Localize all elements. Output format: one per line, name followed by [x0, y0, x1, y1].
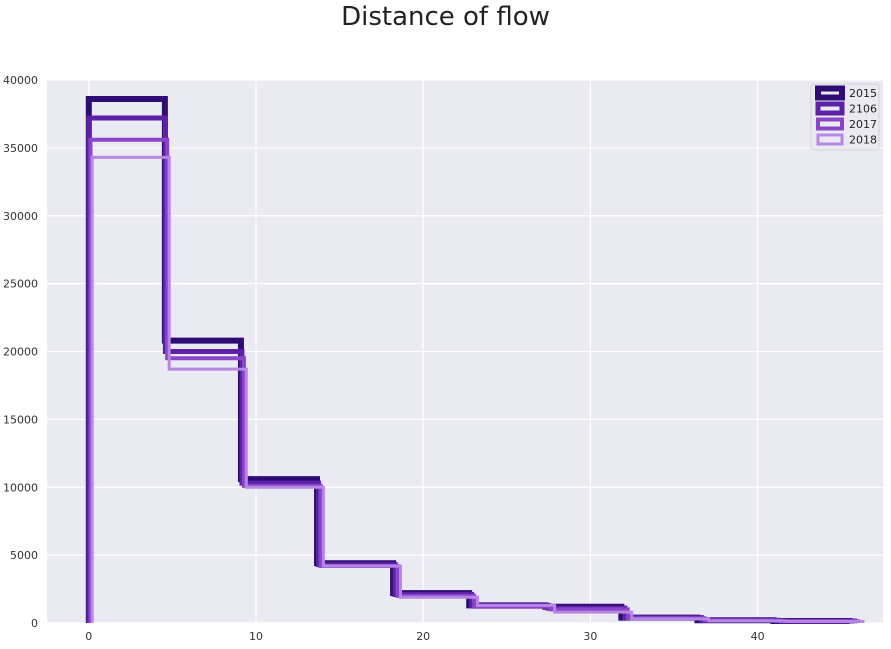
axis-labels: 0 5000 10000 15000 20000 25000 30000 35000 40000… [3, 74, 765, 643]
y-tick-label: 5000 [10, 549, 38, 562]
legend-swatch [815, 85, 845, 101]
y-tick-label: 35000 [3, 142, 38, 155]
y-tick-label: 0 [31, 617, 38, 630]
x-tick-label: 40 [751, 630, 765, 643]
series-2018-step [90, 155, 865, 623]
legend: 2015 2106 2017 2018 [810, 83, 880, 151]
chart-title: Distance of flow [341, 2, 550, 32]
x-tick-label: 0 [85, 630, 92, 643]
y-tick-label: 40000 [3, 74, 38, 87]
legend-swatch [816, 117, 844, 131]
y-tick-label: 20000 [3, 346, 38, 359]
y-tick-label: 15000 [3, 413, 38, 426]
x-tick-label: 10 [249, 630, 263, 643]
legend-label: 2106 [849, 103, 877, 116]
x-tick-label: 30 [583, 630, 597, 643]
legend-label: 2017 [849, 118, 877, 131]
x-tick-label: 20 [416, 630, 430, 643]
y-tick-label: 25000 [3, 278, 38, 291]
legend-swatch [815, 101, 845, 116]
legend-label: 2018 [849, 134, 877, 147]
series-group [85, 96, 865, 624]
legend-swatch [816, 133, 844, 146]
y-tick-label: 10000 [3, 481, 38, 494]
legend-label: 2015 [849, 87, 877, 100]
y-tick-label: 30000 [3, 210, 38, 223]
